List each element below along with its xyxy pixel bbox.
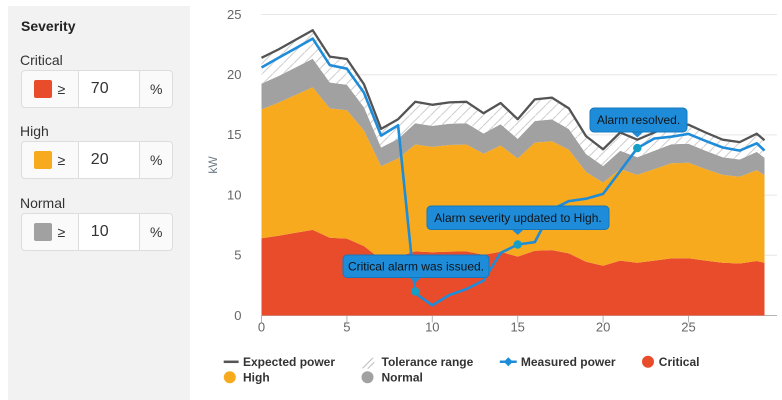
- svg-text:High: High: [243, 371, 270, 385]
- svg-text:Measured power: Measured power: [521, 355, 616, 369]
- svg-text:15: 15: [227, 127, 241, 142]
- svg-text:25: 25: [681, 320, 695, 335]
- svg-text:Alarm resolved.: Alarm resolved.: [597, 113, 680, 127]
- svg-text:20: 20: [227, 67, 241, 82]
- svg-text:10: 10: [425, 320, 439, 335]
- svg-text:5: 5: [234, 248, 241, 263]
- svg-text:Normal: Normal: [382, 371, 423, 385]
- svg-text:kW: kW: [206, 156, 220, 174]
- svg-text:Critical: Critical: [659, 355, 700, 369]
- svg-text:5: 5: [343, 320, 350, 335]
- svg-text:0: 0: [234, 308, 241, 323]
- svg-text:Tolerance range: Tolerance range: [382, 355, 474, 369]
- svg-text:25: 25: [227, 7, 241, 22]
- svg-text:Expected power: Expected power: [243, 355, 335, 369]
- svg-text:0: 0: [258, 320, 265, 335]
- svg-text:10: 10: [227, 187, 241, 202]
- svg-text:20: 20: [596, 320, 610, 335]
- svg-text:Critical alarm was issued.: Critical alarm was issued.: [348, 259, 484, 273]
- svg-text:Alarm severity updated to High: Alarm severity updated to High.: [434, 211, 601, 225]
- svg-text:15: 15: [510, 320, 524, 335]
